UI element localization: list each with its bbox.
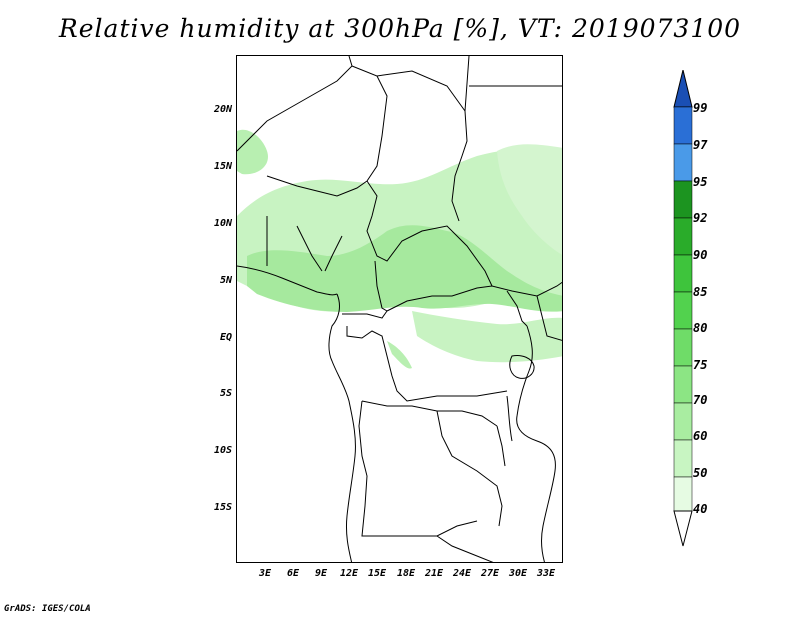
colorbar-label-60: 60 (693, 429, 708, 443)
colorbar-label-40: 40 (693, 502, 708, 516)
colorbar-label-70: 70 (693, 393, 708, 407)
lon-label-12e: 12E (339, 568, 359, 579)
country-borders (237, 56, 562, 562)
lake-outline-2 (506, 395, 513, 442)
lon-label-33e: 33E (536, 568, 556, 579)
lat-label-20n: 20N (213, 104, 232, 115)
colorbar-label-97: 97 (693, 138, 708, 152)
gulf-humid (412, 311, 562, 363)
border-south-4 (358, 400, 478, 537)
colorbar-90-92 (673, 217, 693, 256)
border-north-4 (451, 110, 468, 222)
border-south-2 (346, 326, 508, 402)
lon-label-21e: 21E (424, 568, 444, 579)
lon-label-9e: 9E (314, 568, 328, 579)
border-south-1 (342, 310, 388, 319)
congo-streak (387, 341, 412, 369)
west-coast-humid (237, 129, 268, 175)
sahel-humid-core (247, 225, 562, 312)
lon-label-30e: 30E (508, 568, 528, 579)
central-africa-coastline (328, 293, 356, 562)
lat-label-15n: 15N (213, 161, 232, 172)
grads-credit: GrADS: IGES/COLA (4, 604, 91, 614)
border-mid-7 (386, 281, 562, 312)
east-humid (497, 144, 562, 255)
colorbar-label-90: 90 (693, 248, 708, 262)
colorbar-40-50 (673, 476, 693, 512)
border-south-7 (436, 535, 494, 562)
border-mid-5 (324, 235, 343, 272)
colorbar-97-99 (673, 106, 693, 145)
lon-label-27e: 27E (480, 568, 500, 579)
colorbar-label-80: 80 (693, 321, 708, 335)
east-coastline (516, 325, 556, 562)
map-panel (236, 55, 563, 563)
lon-label-15e: 15E (367, 568, 387, 579)
border-east-1 (506, 290, 528, 327)
colorbar-70-75 (673, 365, 693, 404)
lat-label-5s: 5S (219, 388, 232, 399)
colorbar-label-75: 75 (693, 358, 708, 372)
lake-outline (509, 355, 535, 379)
lat-label-10s: 10S (213, 445, 232, 456)
colorbar-85-90 (673, 254, 693, 293)
lat-label-10n: 10N (213, 218, 232, 229)
lat-label-eq: EQ (219, 332, 232, 343)
humidity-shading (237, 129, 562, 369)
colorbar-label-92: 92 (693, 211, 708, 225)
lon-label-3e: 3E (258, 568, 272, 579)
colorbar-bottom-triangle (673, 510, 693, 547)
border-east-2 (536, 295, 562, 341)
colorbar-top-triangle (673, 70, 693, 108)
colorbar-label-99: 99 (693, 101, 708, 115)
border-mid-1 (266, 175, 368, 197)
map-title: Relative humidity at 300hPa [%], VT: 201… (58, 14, 742, 43)
border-south-3 (361, 400, 498, 427)
lat-label-5n: 5N (219, 275, 232, 286)
border-mid-6 (374, 260, 388, 312)
colorbar-label-95: 95 (693, 175, 708, 189)
colorbar-75-80 (673, 328, 693, 367)
border-north-3 (376, 56, 470, 113)
lat-label-15s: 15S (213, 502, 232, 513)
colorbar-50-60 (673, 439, 693, 478)
border-north-1 (237, 56, 353, 152)
colorbar (673, 70, 693, 547)
border-mid-4 (296, 225, 323, 272)
border-north-2 (351, 65, 388, 182)
lon-label-24e: 24E (452, 568, 472, 579)
border-south-5 (436, 410, 503, 527)
colorbar-92-95 (673, 180, 693, 219)
colorbar-95-97 (673, 143, 693, 182)
lon-label-6e: 6E (286, 568, 300, 579)
west-africa-coastline (237, 265, 338, 296)
border-south-6 (496, 425, 506, 467)
border-mid-2 (366, 180, 493, 287)
humidity-map (237, 56, 562, 562)
colorbar-label-50: 50 (693, 466, 708, 480)
lon-label-18e: 18E (396, 568, 416, 579)
colorbar-60-70 (673, 402, 693, 441)
colorbar-label-85: 85 (693, 285, 708, 299)
colorbar-80-85 (673, 291, 693, 330)
